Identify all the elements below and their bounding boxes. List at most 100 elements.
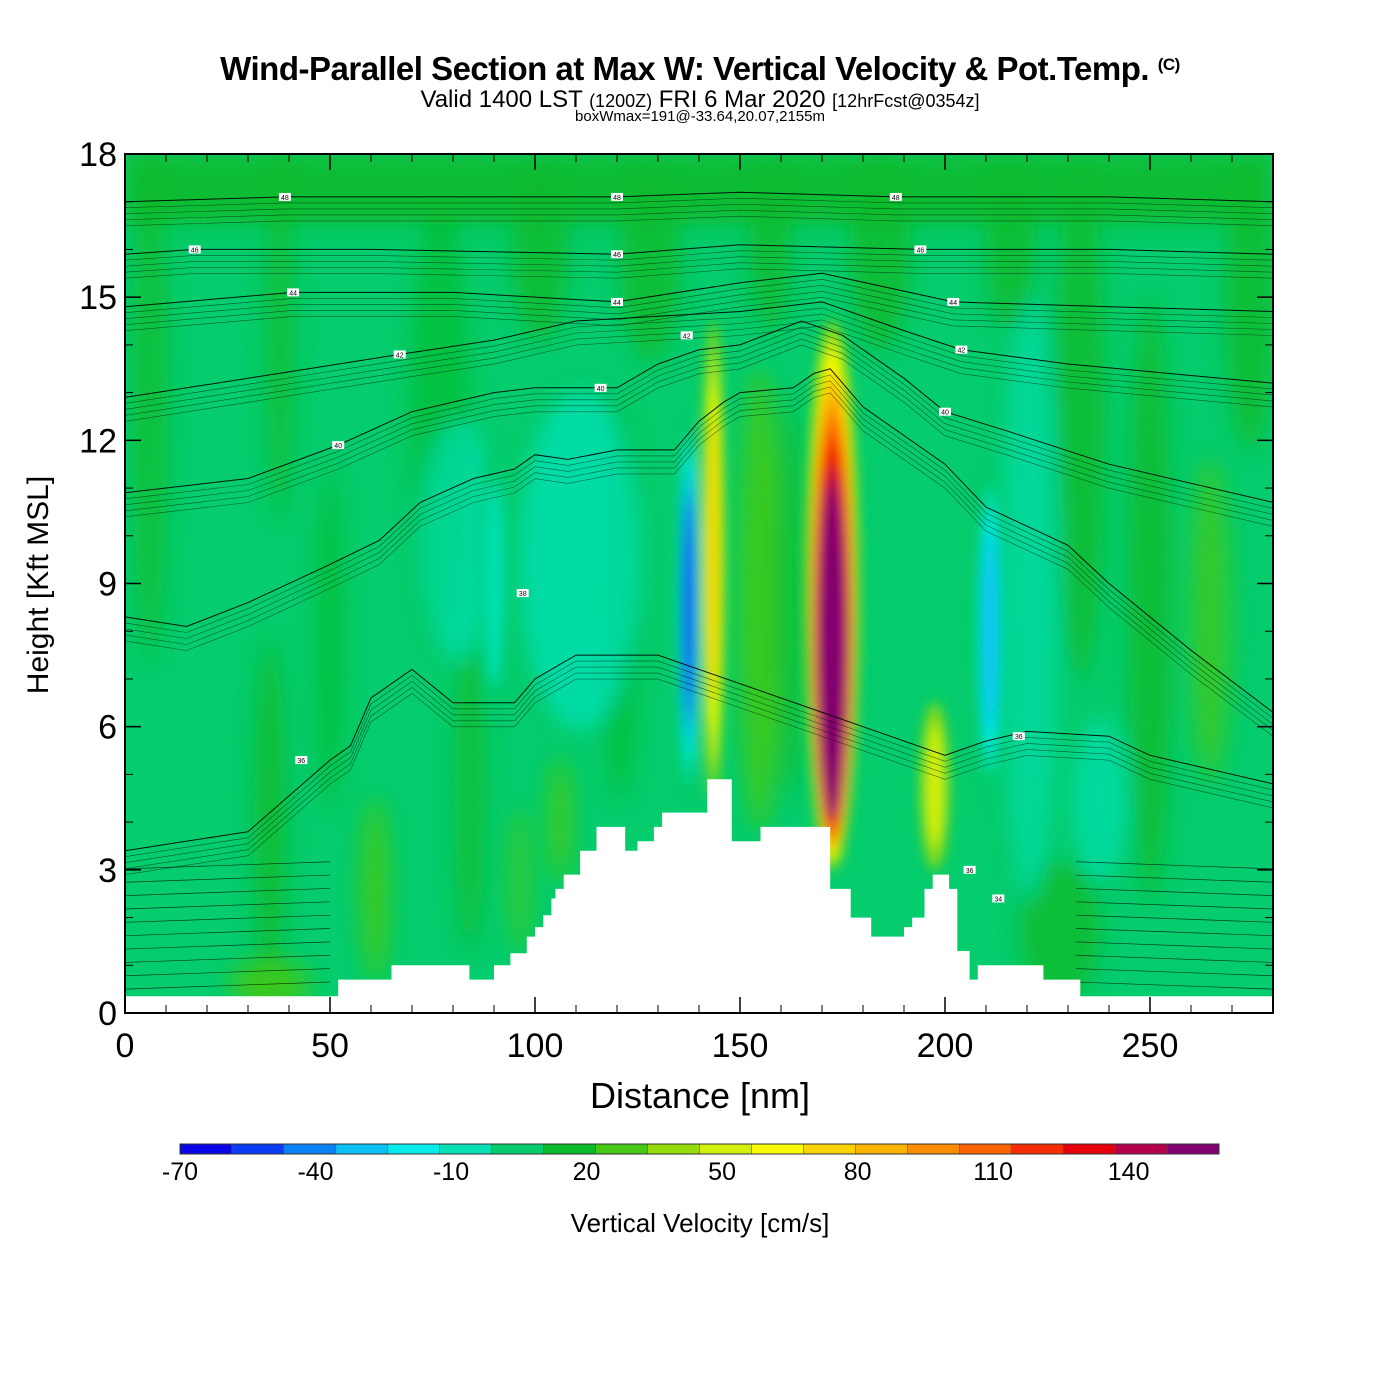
theta-label: 36 bbox=[963, 865, 976, 875]
y-tick-label: 18 bbox=[79, 136, 117, 174]
colorbar-frame bbox=[179, 1143, 1220, 1155]
y-axis-label: Height [Kft MSL] bbox=[22, 476, 55, 694]
theta-contour-48 bbox=[125, 203, 1273, 214]
theta-contour-low bbox=[125, 968, 1273, 977]
theta-label-text: 44 bbox=[949, 300, 957, 307]
theta-contour-42 bbox=[125, 307, 1273, 404]
field-streak bbox=[361, 800, 389, 980]
theta-label: 48 bbox=[278, 192, 291, 202]
velocity-feature-updraft bbox=[707, 419, 719, 700]
colorbar-swatch bbox=[699, 1143, 752, 1155]
field-patterns bbox=[125, 154, 1273, 1010]
theta-contour-low bbox=[125, 941, 1273, 950]
theta-label-bg bbox=[393, 350, 406, 359]
terrain bbox=[125, 779, 1273, 1013]
theta-label: 46 bbox=[914, 245, 927, 254]
theta-label: 44 bbox=[287, 288, 300, 297]
colorbar-tick-label: -70 bbox=[162, 1158, 198, 1186]
velocity-feature-downdraft bbox=[982, 533, 998, 730]
x-axis-label: Distance [nm] bbox=[590, 1075, 810, 1116]
colorbar-swatch bbox=[543, 1143, 596, 1155]
theta-contour-38 bbox=[125, 368, 1273, 713]
chart-title: Wind-Parallel Section at Max W: Vertical… bbox=[0, 50, 1400, 88]
theta-label-text: 36 bbox=[1015, 734, 1023, 741]
theta-label-text: 48 bbox=[892, 195, 900, 202]
theta-contour-42 bbox=[125, 301, 1273, 398]
colorbar-swatch bbox=[491, 1143, 544, 1155]
theta-contour-40 bbox=[125, 338, 1273, 521]
x-tick-label: 150 bbox=[712, 1027, 769, 1065]
velocity-feature-downdraft bbox=[484, 479, 504, 688]
valid-date: FRI 6 Mar 2020 bbox=[658, 86, 826, 113]
y-tick-label: 0 bbox=[98, 995, 117, 1033]
theta-labels: 48 48 48 46 46 46 44 44 44 42 42 42 40 40 40 38 36 36 36 34 bbox=[188, 192, 1025, 903]
field-streak bbox=[1055, 160, 1105, 680]
theta-label-text: 34 bbox=[994, 896, 1002, 903]
theta-contour-low bbox=[125, 928, 1273, 937]
copyright-mark: (C) bbox=[1157, 55, 1181, 74]
theta-label-bg bbox=[594, 383, 607, 392]
field-streak bbox=[512, 160, 568, 340]
theta-label: 40 bbox=[939, 407, 951, 417]
valid-utc: (1200Z) bbox=[589, 91, 653, 111]
theta-contour-low bbox=[125, 981, 1273, 990]
colorbar-tick-label: 110 bbox=[973, 1158, 1013, 1186]
velocity-feature-updraft bbox=[925, 725, 945, 847]
theta-contour-42 bbox=[125, 313, 1273, 410]
theta-label-bg bbox=[278, 192, 291, 201]
field-streak bbox=[1128, 300, 1172, 900]
field-band-top bbox=[125, 154, 1273, 224]
theta-contour-38 bbox=[125, 386, 1273, 731]
colorbar: -70 -40 -10 20 50 80 110 140 bbox=[162, 1143, 1220, 1186]
theta-contour-46 bbox=[125, 250, 1273, 261]
field-streak bbox=[776, 400, 804, 800]
theta-label-text: 40 bbox=[941, 410, 949, 417]
chart-title-text: Wind-Parallel Section at Max W: Vertical… bbox=[220, 50, 1150, 87]
velocity-feature-downdraft bbox=[683, 503, 694, 711]
colorbar-tick-label: -40 bbox=[297, 1158, 333, 1186]
theta-label: 40 bbox=[594, 383, 607, 393]
y-tick-label: 15 bbox=[79, 279, 117, 317]
field-streak bbox=[132, 154, 168, 660]
theta-contour-38 bbox=[125, 380, 1273, 725]
field-streak bbox=[510, 810, 530, 950]
colorbar-tick-label: 50 bbox=[708, 1158, 736, 1186]
velocity-features bbox=[480, 321, 1005, 870]
terrain-profile bbox=[125, 779, 1273, 1013]
theta-contour-44 bbox=[125, 278, 1273, 318]
theta-contour-46 bbox=[125, 244, 1273, 255]
colorbar-swatch bbox=[647, 1143, 700, 1155]
theta-contour-40 bbox=[125, 326, 1273, 509]
colorbar-swatch bbox=[595, 1143, 648, 1155]
colorbar-label: Vertical Velocity [cm/s] bbox=[571, 1208, 830, 1238]
colorbar-swatch bbox=[959, 1143, 1012, 1155]
valid-prefix: Valid 1400 LST bbox=[420, 86, 583, 113]
field-streak bbox=[316, 470, 344, 810]
colorbar-swatch bbox=[803, 1143, 856, 1155]
theta-label-bg bbox=[992, 894, 1005, 903]
theta-label-text: 46 bbox=[191, 247, 199, 254]
colorbar-tick-label: 20 bbox=[573, 1158, 601, 1186]
x-tick-label: 50 bbox=[311, 1027, 349, 1065]
theta-label-text: 36 bbox=[966, 868, 974, 875]
theta-label-bg bbox=[914, 245, 927, 254]
theta-contour-42 bbox=[125, 319, 1273, 416]
theta-label-bg bbox=[1012, 732, 1025, 741]
theta-label: 46 bbox=[188, 245, 201, 254]
theta-label: 44 bbox=[611, 297, 623, 307]
field-streak bbox=[620, 160, 680, 360]
theta-contour-46 bbox=[125, 262, 1273, 273]
forecast-info: [12hrFcst@0354z] bbox=[832, 91, 980, 111]
colorbar-swatch bbox=[907, 1143, 960, 1155]
field-streak bbox=[750, 154, 790, 330]
theta-label-bg bbox=[611, 192, 623, 201]
colorbar-tick-label: 80 bbox=[844, 1158, 872, 1186]
theta-contour-46 bbox=[125, 268, 1273, 279]
field-streak bbox=[1072, 720, 1128, 880]
theta-label-text: 40 bbox=[334, 443, 342, 450]
theta-label-bg bbox=[611, 250, 623, 259]
field-streak bbox=[985, 154, 1035, 330]
theta-contour-44 bbox=[125, 272, 1273, 312]
theta-contour-48 bbox=[125, 191, 1273, 203]
